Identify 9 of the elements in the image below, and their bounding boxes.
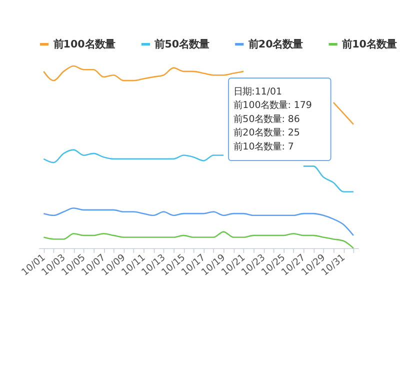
annotation: 前50名数量: 86 bbox=[234, 114, 300, 125]
legend-label: 前10名数量 bbox=[341, 38, 396, 51]
legend-label: 前50名数量 bbox=[154, 38, 210, 51]
annotation: 日期:11/01 bbox=[234, 86, 282, 98]
legend-label: 前100名数量 bbox=[52, 38, 115, 51]
annotation: 前100名数量: 179 bbox=[234, 100, 312, 112]
legend-label: 前20名数量 bbox=[247, 38, 303, 51]
annotation: 前10名数量: 7 bbox=[234, 141, 294, 152]
annotation: 前20名数量: 25 bbox=[234, 128, 300, 139]
